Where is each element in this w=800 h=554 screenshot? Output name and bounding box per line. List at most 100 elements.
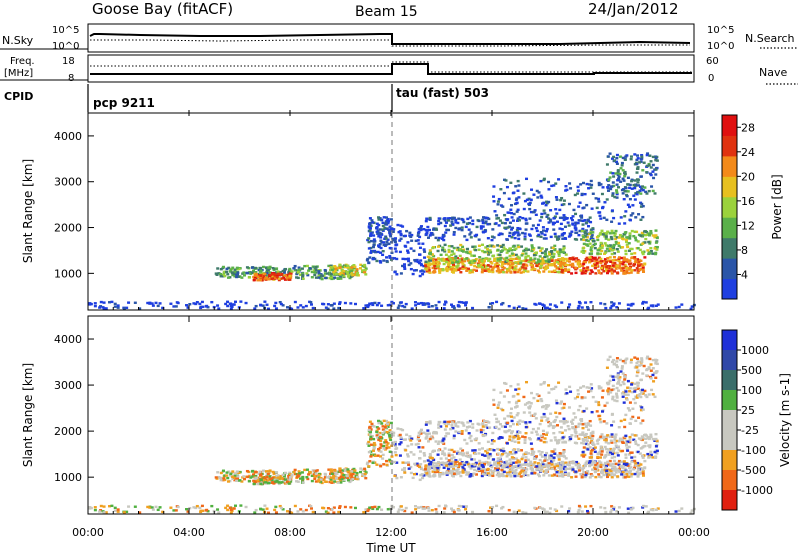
velocity-echo-cell	[562, 450, 566, 453]
power-echo-cell	[454, 255, 458, 258]
power-echo-cell	[648, 242, 652, 245]
power-echo-cell	[559, 222, 563, 226]
power-echo-cell	[635, 267, 639, 270]
power-echo-cell	[415, 258, 419, 262]
velocity-echo-cell	[541, 463, 545, 466]
power-echo-cell	[637, 213, 641, 216]
power-echo-cell	[535, 264, 539, 267]
power-echo-cell	[442, 258, 446, 261]
power-echo-cell	[263, 272, 267, 276]
power-echo-cell	[653, 234, 657, 237]
power-echo-cell	[610, 232, 614, 235]
power-echo-cell	[496, 253, 500, 257]
power-echo-cell	[223, 270, 227, 273]
power-echo-cell	[465, 238, 469, 242]
power-echo-cell	[504, 260, 508, 263]
velocity-echo-cell	[470, 465, 474, 468]
power-echo-cell	[489, 260, 493, 264]
velocity-echo-cell	[477, 448, 481, 451]
power-echo-cell	[511, 226, 515, 230]
power-echo-cell	[420, 269, 424, 272]
power-echo-cell	[511, 262, 515, 265]
power-echo-cell	[536, 223, 540, 227]
velocity-echo-cell	[552, 456, 556, 459]
power-echo-cell	[574, 271, 578, 275]
power-echo-cell	[517, 256, 521, 260]
velocity-echo-cell	[447, 452, 451, 455]
velocity-echo-cell	[330, 469, 334, 473]
power-echo-cell	[329, 272, 333, 275]
velocity-echo-cell	[450, 421, 454, 424]
power-echo-cell	[104, 307, 108, 310]
power-echo-cell	[618, 172, 622, 176]
power-echo-cell	[538, 302, 542, 306]
power-echo-cell	[228, 302, 232, 306]
power-echo-cell	[88, 303, 92, 306]
velocity-echo-cell	[287, 477, 291, 480]
velocity-echo-cell	[513, 474, 517, 478]
velocity-echo-cell	[547, 454, 551, 458]
velocity-echo-cell	[626, 449, 630, 452]
velocity-echo-cell	[581, 426, 585, 430]
velocity-echo-cell	[379, 439, 383, 443]
velocity-echo-cell	[618, 437, 622, 440]
power-echo-cell	[419, 228, 423, 232]
velocity-echo-cell	[536, 427, 540, 430]
velocity-echo-cell	[636, 357, 640, 360]
velocity-echo-cell	[320, 481, 324, 485]
power-echo-cell	[299, 273, 303, 276]
nsearch-label: N.Search	[745, 32, 795, 45]
velocity-echo-cell	[593, 467, 597, 471]
power-echo-cell	[619, 216, 623, 219]
power-echo-cell	[607, 184, 611, 187]
power-echo-cell	[610, 229, 614, 233]
velocity-echo-cell	[597, 403, 601, 407]
velocity-echo-cell	[622, 382, 626, 386]
power-echo-cell	[195, 300, 199, 304]
power-echo-cell	[562, 246, 566, 250]
velocity-echo-cell	[631, 407, 635, 410]
power-echo-cell	[530, 249, 534, 253]
power-echo-cell	[454, 221, 458, 224]
velocity-echo-cell	[401, 468, 405, 471]
velocity-echo-cell	[363, 472, 367, 476]
power-echo-cell	[538, 260, 542, 263]
power-echo-cell	[624, 210, 628, 213]
velocity-echo-cell	[603, 404, 607, 407]
power-echo-cell	[540, 232, 544, 235]
velocity-echo-cell	[589, 389, 593, 393]
velocity-echo-cell	[431, 470, 435, 473]
velocity-echo-cell	[633, 401, 637, 405]
velocity-echo-cell	[569, 390, 573, 393]
power-echo-cell	[497, 233, 501, 237]
velocity-echo-cell	[416, 442, 420, 446]
power-echo-cell	[588, 183, 592, 186]
power-echo-cell	[542, 201, 546, 205]
velocity-echo-cell	[462, 424, 466, 427]
power-echo-cell	[447, 255, 451, 258]
velocity-echo-cell	[378, 446, 382, 450]
power-echo-cell	[422, 227, 426, 231]
velocity-echo-cell	[600, 396, 604, 399]
power-echo-cell	[580, 306, 584, 309]
power-echo-cell	[279, 302, 283, 306]
velocity-echo-cell	[654, 432, 658, 436]
velocity-echo-cell	[380, 444, 384, 448]
power-echo-cell	[622, 258, 626, 262]
velocity-echo-cell	[641, 408, 645, 411]
power-echo-cell	[615, 189, 619, 192]
power-echo-cell	[645, 192, 649, 195]
velocity-data-layer	[88, 355, 696, 515]
power-echo-cell	[480, 270, 484, 274]
power-echo-cell	[424, 260, 428, 263]
power-echo-cell	[547, 270, 551, 273]
velocity-echo-cell	[582, 465, 586, 468]
velocity-echo-cell	[410, 443, 414, 446]
velocity-echo-cell	[570, 434, 574, 437]
power-echo-cell	[619, 261, 623, 264]
velocity-echo-cell	[513, 470, 517, 473]
velocity-echo-cell	[259, 478, 263, 481]
power-echo-cell	[235, 266, 239, 270]
power-echo-cell	[231, 271, 235, 275]
